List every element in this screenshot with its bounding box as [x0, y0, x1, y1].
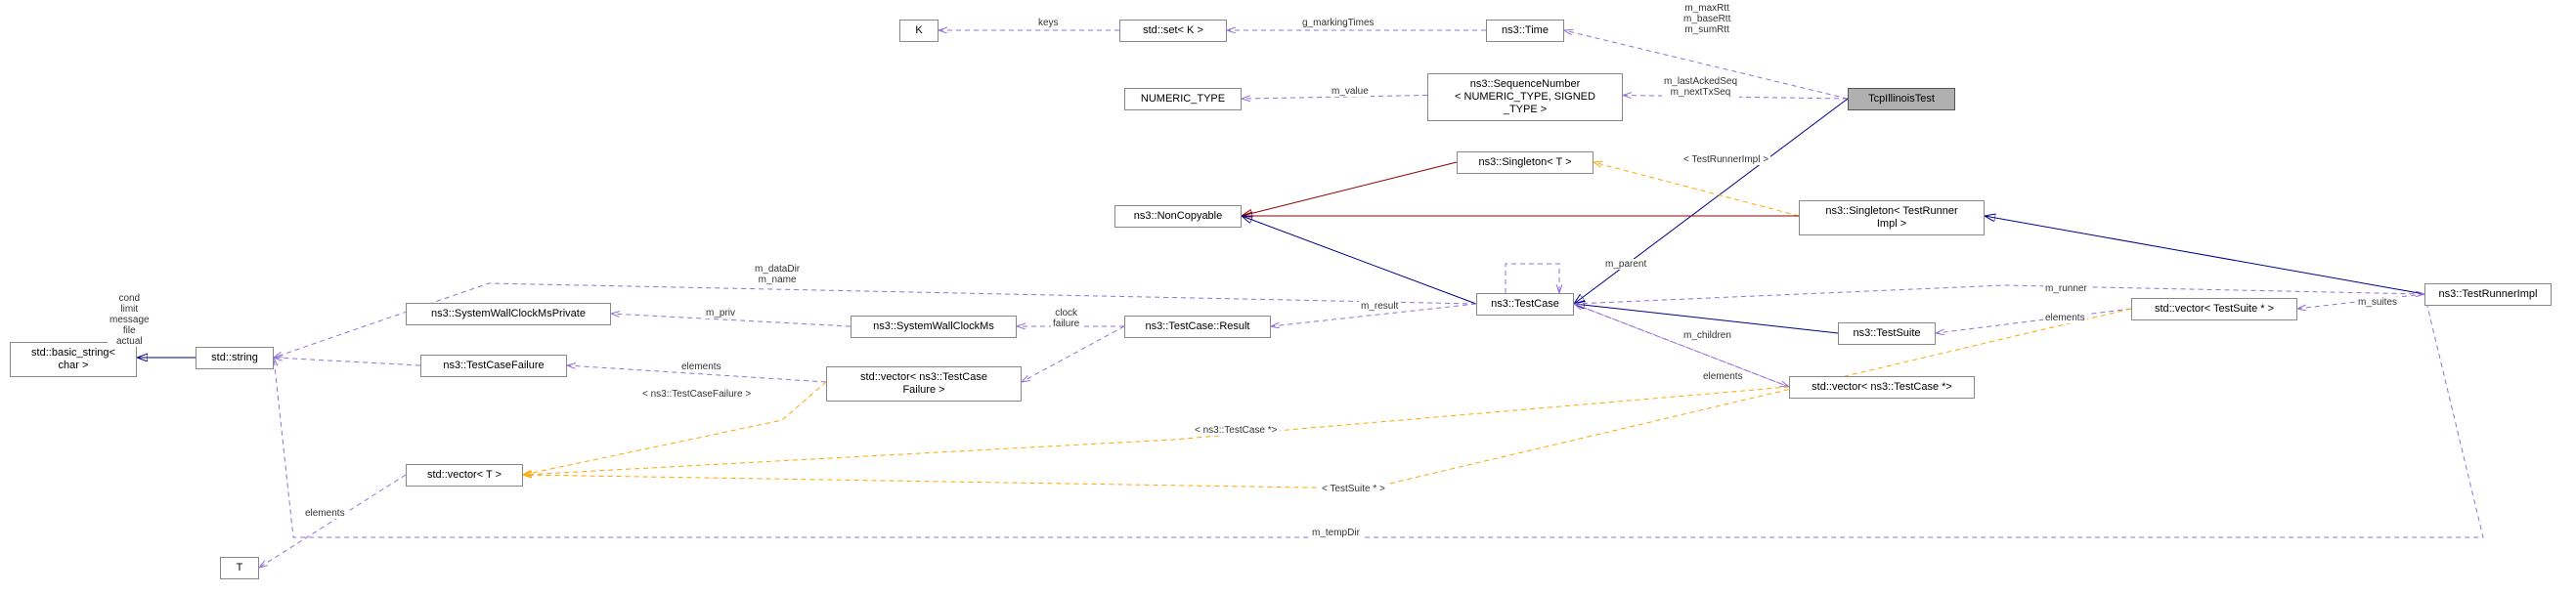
node-testcase[interactable]: ns3::TestCase — [1476, 293, 1574, 316]
edge-stdvector-t — [259, 475, 406, 568]
edge-label-trimpl: < TestRunnerImpl > — [1681, 154, 1770, 165]
node-syswallclock[interactable]: ns3::SystemWallClockMs — [851, 316, 1017, 338]
edge-label-elements3: elements — [679, 361, 723, 372]
node-basicstring[interactable]: std::basic_string<char > — [10, 342, 137, 377]
edge-testcaseresult-vectorTCF — [1022, 326, 1124, 382]
edge-label-cond: condlimitmessagefileactual — [108, 293, 152, 347]
edge-testcase-noncopyable — [1242, 216, 1476, 304]
edge-singletonTR-singletonT — [1594, 162, 1799, 216]
edge-label-clock: clockfailure — [1051, 308, 1081, 329]
node-testrunnerimpl[interactable]: ns3::TestRunnerImpl — [2424, 283, 2552, 306]
edge-label-elements2: elements — [1701, 371, 1745, 382]
node-stdset[interactable]: std::set< K > — [1119, 20, 1227, 42]
edge-vectorTC-stdvector — [523, 387, 1789, 475]
edge-label-mparent: m_parent — [1603, 259, 1648, 270]
edge-testrunnerimpl-singletonTR — [1985, 216, 2424, 294]
edge-label-elements4: elements — [303, 508, 347, 519]
node-numtype[interactable]: NUMERIC_TYPE — [1124, 88, 1242, 110]
node-noncopyable[interactable]: ns3::NonCopyable — [1114, 205, 1242, 228]
edge-label-mseq: m_lastAckedSeqm_nextTxSeq — [1662, 76, 1739, 98]
node-seqnum[interactable]: ns3::SequenceNumber< NUMERIC_TYPE, SIGNE… — [1427, 73, 1623, 121]
edge-label-elements1: elements — [2043, 313, 2087, 323]
edge-label-tctag: < ns3::TestCase *> — [1193, 425, 1280, 436]
edge-testsuite-testcase — [1574, 304, 1838, 333]
edge-singletonT-noncopyable — [1242, 162, 1457, 216]
edge-testcase-testcase — [1506, 264, 1559, 293]
node-testsuite[interactable]: ns3::TestSuite — [1838, 322, 1936, 345]
edge-label-mpriv: m_priv — [704, 308, 737, 318]
node-syswallclockpriv[interactable]: ns3::SystemWallClockMsPrivate — [406, 303, 611, 325]
node-t[interactable]: T — [220, 557, 259, 579]
edge-label-mdata: m_dataDirm_name — [753, 264, 802, 285]
node-singletonTR[interactable]: ns3::Singleton< TestRunnerImpl > — [1799, 200, 1985, 235]
edge-label-tstag: < TestSuite * > — [1320, 484, 1387, 494]
edge-testrunnerimpl-stdstring — [274, 294, 2483, 537]
node-ns3time[interactable]: ns3::Time — [1486, 20, 1564, 42]
node-stdstring[interactable]: std::string — [196, 347, 274, 369]
edge-label-keys: keys — [1036, 18, 1061, 28]
node-singletonT[interactable]: ns3::Singleton< T > — [1457, 151, 1594, 174]
edge-label-msuites: m_suites — [2356, 297, 2399, 308]
diagram-edges — [0, 0, 2576, 594]
node-vectorTC[interactable]: std::vector< ns3::TestCase *> — [1789, 376, 1975, 399]
node-k[interactable]: K — [899, 20, 939, 42]
edge-label-mchildren: m_children — [1681, 330, 1733, 341]
edge-vectorTS-testsuite — [1936, 309, 2131, 333]
node-stdvector[interactable]: std::vector< T > — [406, 464, 523, 487]
edge-label-tcfailure: < ns3::TestCaseFailure > — [640, 389, 753, 400]
node-testcasefail[interactable]: ns3::TestCaseFailure — [420, 355, 567, 377]
edge-label-mtempdir: m_tempDir — [1310, 528, 1362, 538]
edge-label-gmarking: g_markingTimes — [1300, 18, 1376, 28]
node-vectorTS[interactable]: std::vector< TestSuite * > — [2131, 298, 2297, 320]
node-vectorTCF[interactable]: std::vector< ns3::TestCaseFailure > — [826, 366, 1022, 402]
edge-label-mrunner: m_runner — [2043, 283, 2089, 294]
edge-label-mrtt: m_maxRttm_baseRttm_sumRtt — [1681, 3, 1732, 35]
edge-label-mresult: m_result — [1359, 301, 1400, 312]
node-testcaseresult[interactable]: ns3::TestCase::Result — [1124, 316, 1271, 338]
node-tcpillinois[interactable]: TcpIllinoisTest — [1848, 88, 1955, 110]
edge-label-mvalue: m_value — [1330, 86, 1371, 97]
edge-testcasefail-stdstring — [274, 358, 420, 365]
